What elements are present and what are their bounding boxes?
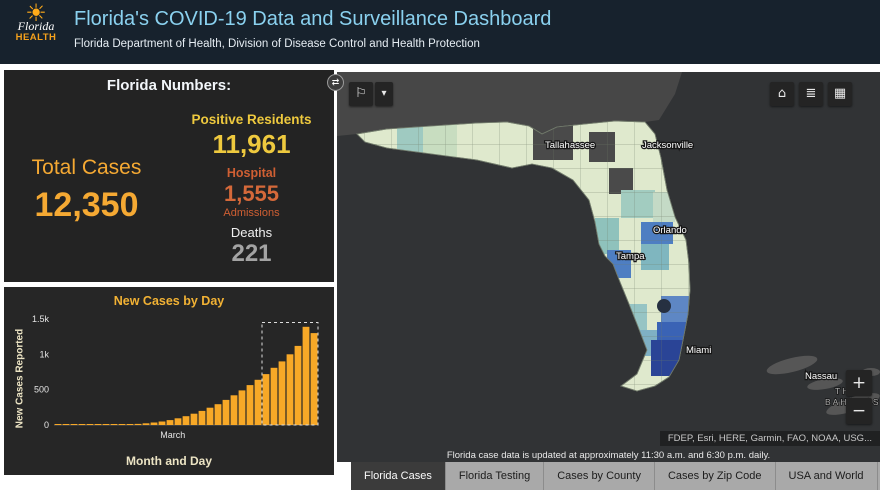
bar — [230, 395, 238, 425]
svg-text:0: 0 — [44, 420, 49, 430]
bar — [238, 390, 246, 425]
bar — [142, 423, 150, 425]
bar — [158, 421, 166, 425]
sun-icon: ☀ — [25, 0, 47, 27]
legend-icon[interactable]: ≣ — [799, 82, 823, 106]
bar — [174, 418, 182, 425]
map-label-orlando: Orlando — [653, 225, 687, 236]
new-cases-by-day-panel: New Cases by Day New Cases Reported 0 500… — [4, 287, 334, 475]
bar — [118, 424, 126, 425]
bar — [222, 399, 230, 425]
zoom-controls: + − — [846, 370, 872, 424]
hospital-value: 1,555 — [223, 181, 280, 206]
page-subtitle: Florida Department of Health, Division o… — [74, 38, 480, 50]
measure-tool-icon[interactable]: ⚐ — [349, 82, 373, 106]
total-cases-label: Total Cases — [31, 155, 142, 179]
tab-cases-by-county[interactable]: Cases by County — [544, 462, 655, 490]
florida-map[interactable]: Tallahassee Jacksonville Orlando Tampa Miami… — [337, 72, 880, 462]
basemap-icon[interactable]: ▦ — [828, 82, 852, 106]
deaths-value: 221 — [231, 240, 272, 267]
bar — [214, 404, 222, 425]
florida-numbers-panel: Florida Numbers: Total Cases 12,350 Posi… — [4, 70, 334, 282]
bar — [254, 379, 262, 425]
chart-title: New Cases by Day — [113, 294, 225, 308]
bar — [246, 385, 254, 425]
bar — [86, 424, 94, 425]
tab-florida-testing[interactable]: Florida Testing — [445, 462, 545, 490]
numbers-panel-body: Total Cases 12,350 Positive Residents 11… — [4, 98, 334, 282]
bar — [262, 374, 270, 425]
update-notice: Florida case data is updated at approxim… — [446, 450, 771, 461]
bar — [206, 407, 214, 425]
logo-line2: HEALTH — [15, 32, 57, 43]
georgia-alabama-land — [337, 72, 682, 136]
tab-usa-and-world[interactable]: USA and World — [775, 462, 878, 490]
chart-x-axis-label: Month and Day — [126, 454, 212, 468]
hospital-sublabel: Admissions — [223, 207, 280, 219]
bar — [166, 420, 174, 425]
home-icon[interactable]: ⌂ — [770, 82, 794, 106]
zoom-out-button[interactable]: − — [846, 398, 872, 424]
bar — [70, 424, 78, 425]
tab-florida-cases[interactable]: Florida Cases — [351, 462, 446, 490]
bar — [78, 424, 86, 425]
bar — [190, 413, 198, 425]
bar — [134, 423, 142, 425]
bar — [310, 333, 318, 425]
map-nav-controls: ⌂ ≣ ▦ — [770, 82, 852, 106]
map-label-the: THE — [835, 386, 858, 396]
logo-line1: Florida — [17, 19, 55, 33]
numbers-panel-title: Florida Numbers: — [106, 77, 232, 94]
bar — [102, 424, 110, 425]
page-title: Florida's COVID-19 Data and Surveillance… — [74, 8, 552, 30]
florida-map-panel: Tallahassee Jacksonville Orlando Tampa Miami… — [327, 72, 880, 462]
new-cases-bar-chart[interactable]: 0 500 1k 1.5k March — [18, 313, 324, 445]
positive-residents-label: Positive Residents — [191, 112, 312, 127]
florida-outline — [356, 120, 691, 392]
svg-text:1.5k: 1.5k — [32, 314, 50, 324]
tab-bar-filler — [877, 462, 880, 490]
bar — [198, 410, 206, 425]
map-label-tallahassee: Tallahassee — [545, 140, 595, 151]
zoom-in-button[interactable]: + — [846, 370, 872, 396]
bar — [278, 361, 286, 425]
bar — [302, 326, 310, 425]
total-cases-block: Total Cases 12,350 — [4, 98, 169, 282]
map-label-tampa: Tampa — [616, 251, 645, 262]
bar — [286, 354, 294, 425]
deaths-label: Deaths — [230, 225, 273, 240]
total-cases-value: 12,350 — [34, 185, 139, 224]
bar — [54, 424, 62, 425]
bar — [294, 345, 302, 425]
bar — [126, 424, 134, 425]
hospital-label: Hospital — [226, 166, 277, 180]
map-label-miami: Miami — [686, 345, 711, 356]
svg-text:1k: 1k — [39, 349, 49, 359]
chevron-down-icon[interactable]: ▾ — [375, 82, 393, 106]
map-attribution: FDEP, Esri, HERE, Garmin, FAO, NOAA, USG… — [659, 431, 880, 446]
map-tools: ⚐ ▾ — [349, 82, 393, 106]
tab-cases-by-zip-code[interactable]: Cases by Zip Code — [654, 462, 776, 490]
bottom-tab-bar: Florida Cases Florida Testing Cases by Cou… — [337, 462, 880, 490]
numbers-breakdown-block: Positive Residents 11,961 Hospital 1,555… — [169, 98, 334, 282]
bar — [182, 416, 190, 425]
collapse-panel-button[interactable]: ⇄ — [327, 74, 344, 91]
positive-residents-value: 11,961 — [212, 129, 291, 159]
map-label-jacksonville: Jacksonville — [642, 140, 693, 151]
map-label-nassau: Nassau — [805, 371, 837, 382]
bar — [270, 367, 278, 425]
svg-text:March: March — [160, 430, 185, 440]
chart-highlight-box — [261, 322, 319, 426]
app-header: ☀ Florida HEALTH Florida's COVID-19 Data… — [0, 0, 880, 64]
bar — [110, 424, 118, 425]
florida-health-logo: ☀ Florida HEALTH — [8, 0, 64, 61]
bar — [94, 424, 102, 425]
bar — [62, 424, 70, 425]
bar — [150, 422, 158, 425]
svg-text:500: 500 — [34, 385, 49, 395]
